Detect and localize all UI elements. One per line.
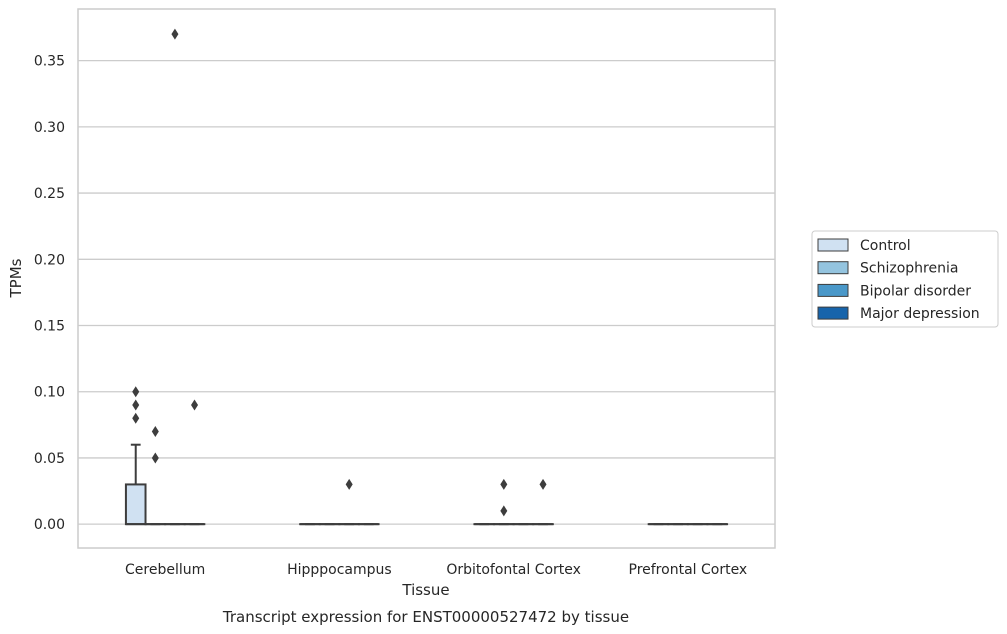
legend-label: Major depression (860, 306, 980, 322)
legend-swatch (817, 306, 849, 320)
y-tick-label: 0.10 (34, 385, 65, 401)
legend-label: Schizophrenia (860, 261, 958, 277)
legend: Control Schizophrenia Bipolar disorder Majo… (811, 230, 999, 328)
y-tick-label: 0.20 (34, 252, 65, 268)
outlier-point (539, 478, 547, 490)
box (124, 483, 147, 526)
y-tick-label: 0.35 (34, 54, 65, 70)
outlier-point (132, 386, 140, 398)
x-tick-label: Cerebellum (125, 562, 205, 578)
legend-label: Control (860, 238, 911, 254)
grid-lines (78, 59, 775, 525)
legend-swatch (817, 283, 849, 297)
y-tick-label: 0.05 (34, 451, 65, 467)
x-tick-labels: Cerebellum Hipppocampus Orbitofontal Corte… (125, 562, 747, 578)
y-tick-label: 0.25 (34, 186, 65, 202)
outlier-point (132, 412, 140, 424)
y-tick-label: 0.30 (34, 120, 65, 136)
box-groups (124, 28, 729, 526)
legend-frame (811, 230, 999, 328)
y-tick-label: 0.15 (34, 319, 65, 335)
y-tick-label: 0.00 (34, 517, 65, 533)
legend-swatch (817, 261, 849, 275)
outlier-point (151, 425, 159, 437)
outlier-point (345, 478, 353, 490)
outlier-point (132, 399, 140, 411)
x-tick-label: Orbitofontal Cortex (446, 562, 581, 578)
outlier-point (191, 399, 199, 411)
legend-swatch (817, 238, 849, 252)
y-tick-labels: 0.00 0.05 0.10 0.15 0.20 0.25 0.30 0.35 (34, 54, 65, 534)
outlier-point (151, 452, 159, 464)
outlier-point (171, 28, 179, 40)
x-axis-title: Tissue (401, 581, 449, 599)
outlier-point (500, 478, 508, 490)
y-axis-title: TPMs (7, 258, 25, 298)
plot-frame (77, 8, 776, 549)
chart-title: Transcript expression for ENST0000052747… (222, 608, 629, 626)
legend-label: Bipolar disorder (860, 283, 971, 299)
x-tick-label: Prefrontal Cortex (629, 562, 748, 578)
x-tick-label: Hipppocampus (287, 562, 392, 578)
outlier-point (500, 505, 508, 517)
